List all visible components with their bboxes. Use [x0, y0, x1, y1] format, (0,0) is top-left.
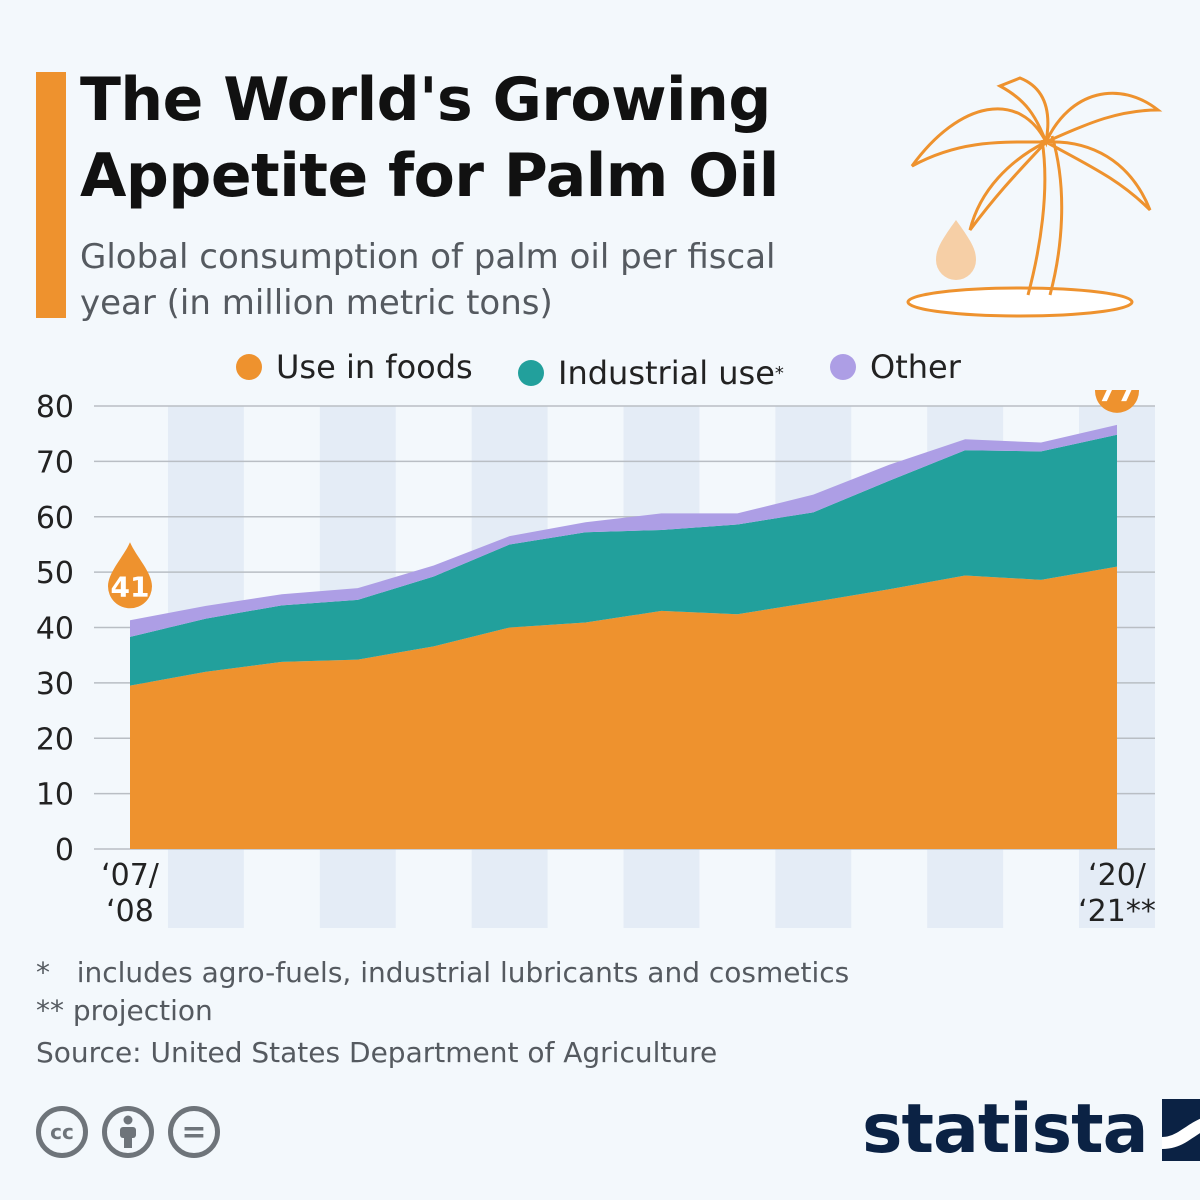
- legend-label: Industrial use: [558, 354, 775, 392]
- legend-footnote-mark: *: [774, 362, 784, 384]
- stacked-area-chart: 0 10 20 30 40 50 60 70 80 ‘07/‘08 ‘20/‘21** 41 77: [36, 390, 1156, 929]
- footnote-industrial: * includes agro-fuels, industrial lubric…: [36, 956, 850, 989]
- source-note: Source: United States Department of Agri…: [36, 1036, 718, 1069]
- area-series-other: [130, 424, 1117, 637]
- y-tick-label: 30: [36, 667, 74, 702]
- area-series-industrial: [130, 434, 1117, 686]
- brand-name: statista: [862, 1090, 1149, 1169]
- license-icons: cc =: [36, 1106, 220, 1158]
- y-tick-label: 60: [36, 501, 74, 536]
- y-tick-label: 50: [36, 556, 74, 591]
- y-tick-label: 40: [36, 612, 74, 647]
- statista-logo[interactable]: statista: [862, 1090, 1200, 1169]
- y-tick-label: 20: [36, 722, 74, 757]
- no-derivatives-icon[interactable]: =: [168, 1106, 220, 1158]
- annotation-label: 41: [111, 570, 150, 603]
- x-tick-label: ‘07/: [101, 858, 160, 893]
- footnotes: * includes agro-fuels, industrial lubric…: [36, 954, 849, 1072]
- annotation-label: 77: [1098, 390, 1137, 408]
- x-tick-label: ‘08: [106, 894, 154, 929]
- legend-item-foods: Use in foods: [236, 348, 473, 386]
- attribution-icon[interactable]: [102, 1106, 154, 1158]
- page-title: The World's Growing Appetite for Palm Oi…: [80, 65, 779, 211]
- y-tick-label: 0: [55, 833, 74, 868]
- legend-dot-icon: [236, 354, 262, 380]
- y-tick-label: 70: [36, 445, 74, 480]
- area-series-foods: [130, 566, 1117, 849]
- legend-label: Use in foods: [276, 348, 473, 386]
- x-tick-label: ‘20/: [1088, 858, 1147, 893]
- legend-item-other: Other: [830, 348, 961, 386]
- palm-tree-icon: [906, 76, 1163, 318]
- accent-bar: [36, 72, 66, 318]
- x-tick-label: ‘21**: [1078, 894, 1156, 929]
- footnote-projection: ** projection: [36, 994, 213, 1027]
- legend-dot-icon: [518, 360, 544, 386]
- chart-legend: Use in foods Industrial use * Other: [0, 348, 1200, 398]
- y-tick-label: 10: [36, 778, 74, 813]
- legend-label: Other: [870, 348, 961, 386]
- person-icon: [120, 1115, 136, 1148]
- creative-commons-icon[interactable]: cc: [36, 1106, 88, 1158]
- annotation-drop-icon: [1095, 390, 1139, 413]
- page-subtitle: Global consumption of palm oil per fisca…: [80, 237, 776, 323]
- legend-item-industrial: Industrial use *: [518, 354, 784, 392]
- legend-dot-icon: [830, 354, 856, 380]
- y-tick-label: 80: [36, 390, 74, 425]
- statista-logo-icon: [1161, 1098, 1200, 1161]
- annotation-drop-icon: [108, 542, 152, 609]
